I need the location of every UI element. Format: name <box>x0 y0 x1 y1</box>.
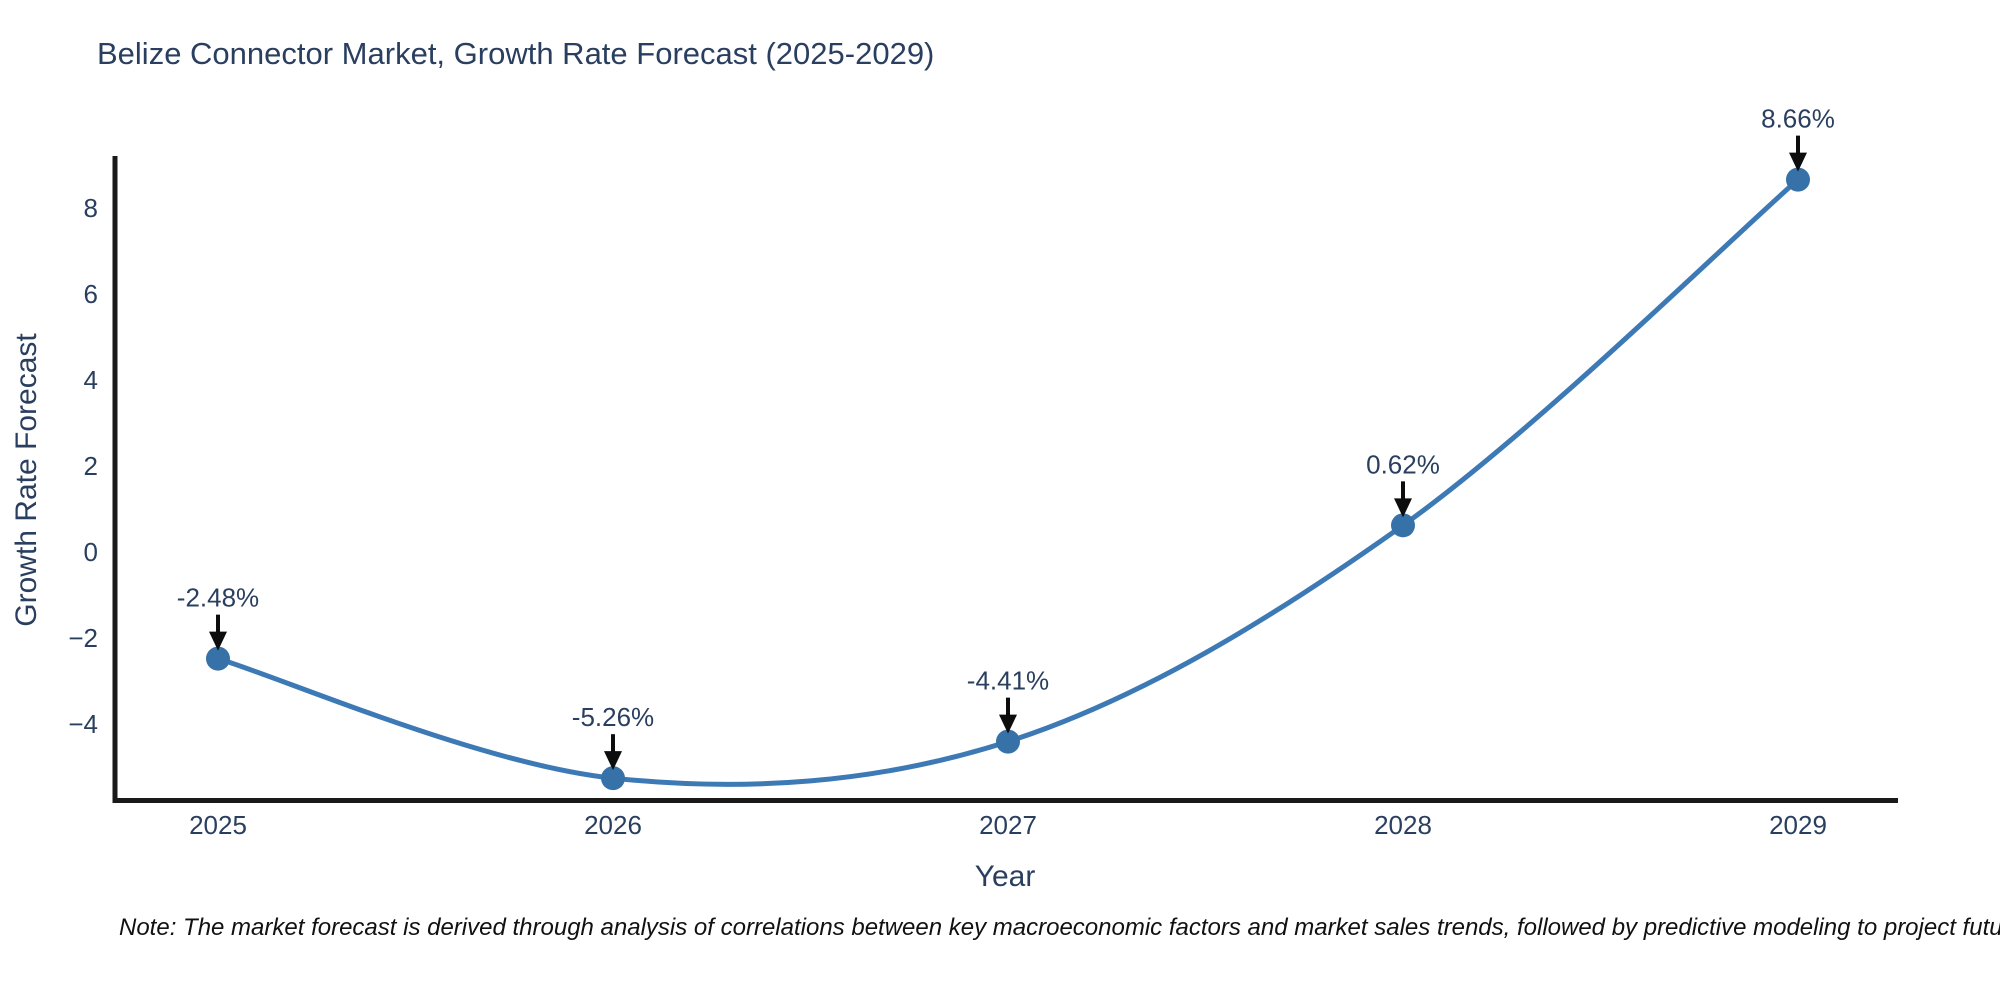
y-tick-label: 4 <box>84 365 98 395</box>
annotation-label: -4.41% <box>967 666 1049 696</box>
y-tick-label: 8 <box>84 193 98 223</box>
tick-labels: 8 6 4 2 0 −2 −4 2025 2026 2027 2028 2029 <box>68 193 1827 840</box>
data-series <box>206 167 1810 791</box>
x-tick-label: 2026 <box>584 810 642 840</box>
annotation-label: 0.62% <box>1366 449 1440 479</box>
annotations: -2.48% -5.26% -4.41% 0.62% 8.66% <box>177 104 1835 771</box>
x-axis-title: Year <box>975 860 1036 893</box>
annotation-label: 8.66% <box>1761 104 1835 134</box>
annotation-label: -5.26% <box>572 702 654 732</box>
x-tick-label: 2028 <box>1374 810 1432 840</box>
data-point-2025 <box>206 646 230 671</box>
footnote: Note: The market forecast is derived thr… <box>119 914 2000 941</box>
y-axis-title: Growth Rate Forecast <box>10 333 43 627</box>
annotation-arrowhead-icon <box>1394 498 1412 518</box>
y-tick-label: 6 <box>84 279 98 309</box>
data-point-2029 <box>1786 167 1810 192</box>
axes <box>112 156 1898 803</box>
x-tick-label: 2025 <box>189 810 247 840</box>
annotation-label: -2.48% <box>177 583 259 613</box>
data-point-2027 <box>996 729 1020 754</box>
data-point-2026 <box>601 766 625 791</box>
annotation-arrowhead-icon <box>604 751 622 771</box>
y-tick-label: 0 <box>84 537 98 567</box>
x-tick-label: 2027 <box>979 810 1037 840</box>
annotation-arrowhead-icon <box>999 714 1017 734</box>
x-tick-label: 2029 <box>1769 810 1827 840</box>
y-tick-label: 2 <box>84 451 98 481</box>
y-tick-label: −2 <box>68 623 98 653</box>
data-point-2028 <box>1391 513 1415 538</box>
annotation-arrowhead-icon <box>209 631 227 651</box>
y-tick-label: −4 <box>68 709 98 739</box>
annotation-arrowhead-icon <box>1789 152 1807 172</box>
chart-title: Belize Connector Market, Growth Rate For… <box>97 36 935 71</box>
